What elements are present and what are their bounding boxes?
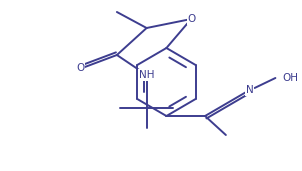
Text: NH: NH <box>139 70 154 80</box>
Text: O: O <box>76 63 84 73</box>
Text: OH: OH <box>282 73 298 83</box>
Text: N: N <box>246 85 253 95</box>
Text: O: O <box>187 14 195 24</box>
